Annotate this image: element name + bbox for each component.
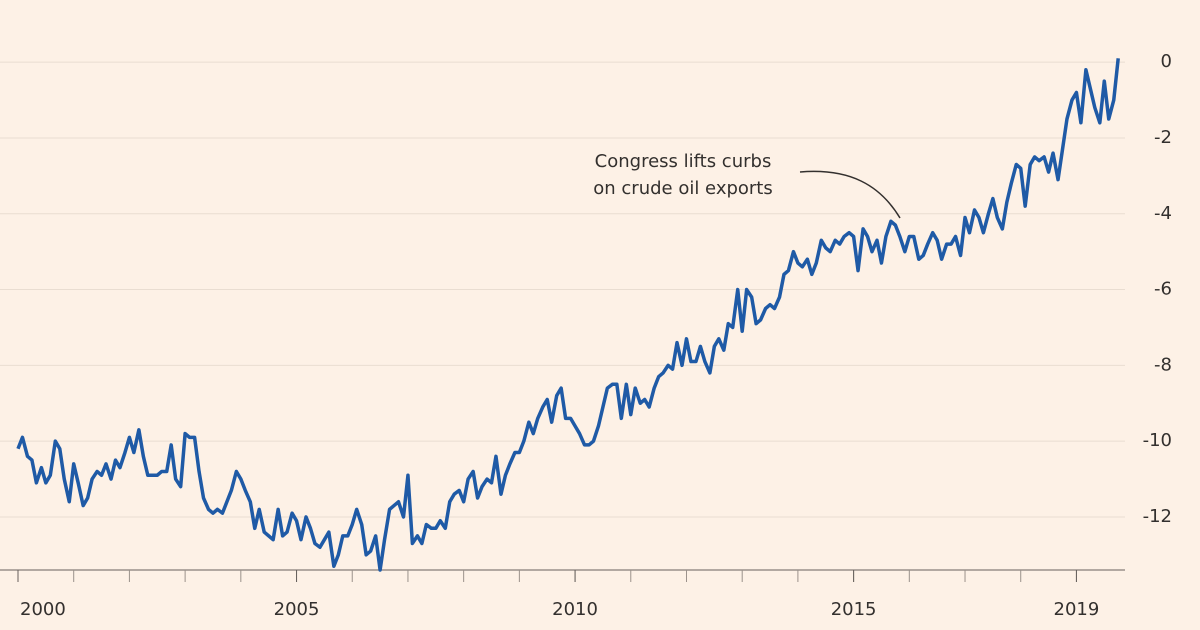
x-tick-label: 2010 bbox=[552, 599, 598, 620]
grid: 0 -2 -4 -6 -8 -10 -12 bbox=[0, 51, 1172, 527]
annotation-text: on crude oil exports bbox=[593, 178, 773, 199]
x-axis: 2000 2005 2010 2015 2019 bbox=[0, 569, 1125, 620]
y-tick-label: -2 bbox=[1154, 127, 1172, 148]
x-tick-label: 2000 bbox=[20, 599, 66, 620]
plot bbox=[16, 58, 1120, 572]
y-tick-label: -6 bbox=[1154, 279, 1172, 300]
y-tick-label: -8 bbox=[1154, 354, 1172, 375]
x-tick-label: 2015 bbox=[831, 599, 877, 620]
data-line bbox=[16, 58, 1120, 572]
x-tick-label: 2005 bbox=[274, 599, 320, 620]
y-tick-label: -10 bbox=[1143, 430, 1172, 451]
y-tick-label: -4 bbox=[1154, 203, 1172, 224]
y-tick-label: 0 bbox=[1161, 51, 1172, 72]
annotation-text: Congress lifts curbs bbox=[595, 151, 772, 172]
x-tick-label: 2019 bbox=[1054, 599, 1100, 620]
annotation-connector bbox=[799, 170, 901, 219]
y-tick-label: -12 bbox=[1143, 506, 1172, 527]
